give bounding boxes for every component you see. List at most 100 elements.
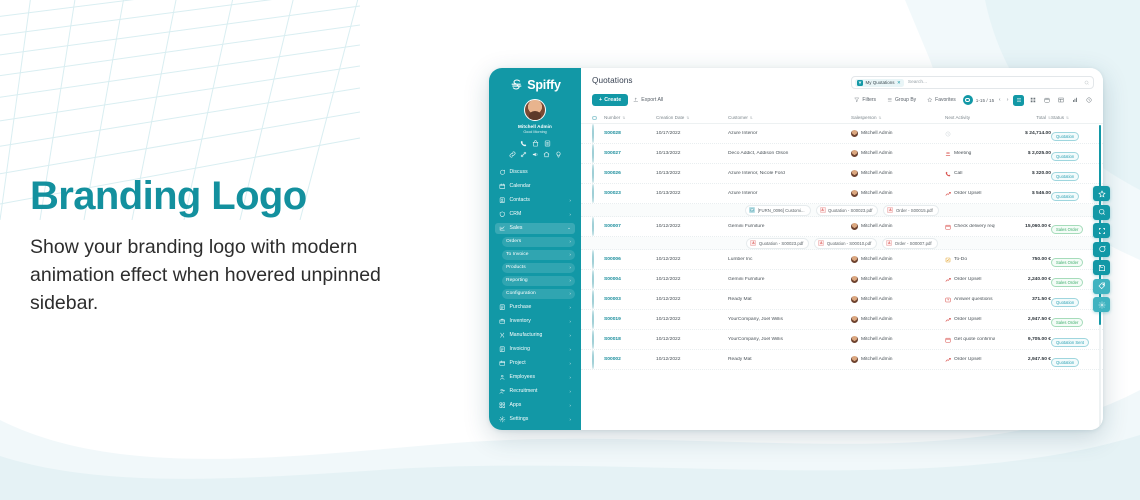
row-checkbox[interactable]	[592, 216, 604, 236]
search-bar[interactable]: My Quotations ✕ Search...	[851, 76, 1094, 89]
pager-prev-button[interactable]: ‹	[998, 97, 1001, 104]
brand-logo[interactable]: Spiffy	[489, 77, 581, 92]
table-row[interactable]: S00007 10/12/2022 Gemini Furniture Mitchell…	[581, 216, 1103, 238]
calculator-icon[interactable]	[544, 140, 551, 147]
sidebar-item-crm[interactable]: CRM ›	[495, 209, 575, 221]
attachment-chip[interactable]: A Quotation - S00023.pdf	[746, 237, 810, 249]
cell-number[interactable]: S00018	[604, 337, 621, 343]
attachment-chip[interactable]: A Order - S00015.pdf	[883, 204, 939, 216]
home-icon[interactable]	[543, 151, 550, 158]
attachment-chip[interactable]: A Quotation - S00010.pdf	[814, 237, 878, 249]
cell-number[interactable]: S00006	[604, 257, 621, 263]
sidebar-item-project[interactable]: Project ›	[495, 358, 575, 370]
close-icon[interactable]: ✕	[897, 79, 901, 85]
row-checkbox[interactable]	[592, 249, 604, 269]
sidebar-item-products[interactable]: Products ›	[502, 262, 575, 274]
table-row[interactable]: S00002 10/12/2022 Ready Mat Mitchell Admin O…	[581, 349, 1103, 371]
cell-number[interactable]: S00002	[604, 357, 621, 363]
search-facet[interactable]: My Quotations ✕	[855, 78, 904, 87]
settings-icon-button[interactable]	[1093, 297, 1110, 312]
column-header-next-activity[interactable]: Next Activity	[945, 115, 971, 121]
chain-icon[interactable]	[520, 151, 527, 158]
row-checkbox[interactable]	[592, 123, 604, 143]
row-checkbox[interactable]	[592, 289, 604, 309]
link-icon[interactable]	[509, 151, 516, 158]
table-row[interactable]: S00006 10/12/2022 Lumber Inc Mitchell Admin…	[581, 249, 1103, 271]
sidebar-item-contacts[interactable]: Contacts ›	[495, 195, 575, 207]
activity-view-icon[interactable]	[1083, 95, 1094, 106]
filters-button[interactable]: Filters	[850, 95, 880, 105]
sidebar-item-discuss[interactable]: Discuss	[495, 167, 575, 179]
sidebar-item-sales[interactable]: Sales ⌄	[495, 222, 575, 235]
cell-number[interactable]: S00023	[604, 191, 621, 197]
table-row[interactable]: S00004 10/12/2022 Gemini Furniture Mitchell…	[581, 269, 1103, 291]
sidebar-item-employees[interactable]: Employees ›	[495, 372, 575, 384]
sidebar-item-recruitment[interactable]: Recruitment ›	[495, 386, 575, 398]
attachment-chip[interactable]: A Order - S00007.pdf	[882, 237, 938, 249]
cell-number[interactable]: S00007	[604, 224, 621, 230]
attachment-chip[interactable]: A Quotation - S00023.pdf	[815, 204, 879, 216]
tag-icon-button[interactable]	[1093, 278, 1110, 294]
column-header-customer[interactable]: Customer ⇅	[728, 115, 753, 121]
search-icon[interactable]	[1084, 80, 1090, 86]
row-checkbox[interactable]	[592, 309, 604, 329]
row-checkbox[interactable]	[592, 143, 604, 163]
megaphone-icon[interactable]	[532, 151, 539, 158]
export-all-button[interactable]: Export All	[633, 97, 663, 103]
sidebar-item-calendar[interactable]: Calendar	[495, 181, 575, 193]
table-row[interactable]: S00003 10/12/2022 Ready Mat Mitchell Admin A…	[581, 289, 1103, 311]
row-checkbox[interactable]	[592, 183, 604, 203]
pivot-view-icon[interactable]	[1055, 95, 1066, 106]
groupby-button[interactable]: Group By	[883, 95, 920, 105]
chat-bubble-icon-button[interactable]	[1093, 241, 1110, 257]
sidebar-item-purchase[interactable]: Purchase ›	[495, 302, 575, 314]
select-all-checkbox[interactable]	[592, 115, 604, 121]
list-view-icon[interactable]	[1013, 94, 1024, 106]
star-icon-button[interactable]	[1093, 186, 1110, 201]
sidebar-item-invoicing[interactable]: Invoicing ›	[495, 344, 575, 356]
sidebar-item-orders[interactable]: Orders ›	[502, 236, 575, 248]
row-checkbox[interactable]	[592, 349, 604, 369]
column-header-total[interactable]: Total ⇅	[1036, 115, 1051, 121]
cell-number[interactable]: S00027	[604, 151, 621, 157]
table-row[interactable]: S00026 10/13/2022 Azure Interior, Nicole F…	[581, 163, 1103, 185]
bulb-icon[interactable]	[555, 151, 562, 158]
save-icon-button[interactable]	[1093, 260, 1110, 275]
sidebar-item-settings[interactable]: Settings ›	[495, 414, 575, 426]
column-header-status[interactable]: Status ⇅	[1051, 115, 1070, 121]
table-row[interactable]: S00018 10/12/2022 YourCompany, Joel Willis…	[581, 329, 1103, 351]
table-row[interactable]: S00028 10/17/2022 Azure Interior Mitchell A…	[581, 123, 1103, 145]
table-row[interactable]: S00027 10/13/2022 Deco Addict, Addison Ols…	[581, 143, 1103, 165]
bag-icon[interactable]	[532, 139, 539, 147]
expand-icon-button[interactable]	[1093, 223, 1110, 238]
attachment-chip[interactable]: [FURN_0096] Customi...	[745, 204, 811, 216]
column-header-salesperson[interactable]: Salesperson ⇅	[851, 115, 882, 121]
sidebar-item-configuration[interactable]: Configuration ›	[502, 288, 575, 300]
user-block[interactable]: Mitchell Admin Good Morning	[489, 99, 581, 134]
calendar-view-icon[interactable]	[1041, 95, 1052, 106]
sidebar-item-reporting[interactable]: Reporting ›	[502, 275, 575, 287]
sidebar-item-manufacturing[interactable]: Manufacturing ›	[495, 330, 575, 342]
cell-number[interactable]: S00019	[604, 317, 621, 323]
sidebar-item-apps[interactable]: Apps ›	[495, 400, 575, 412]
sidebar-item-inventory[interactable]: Inventory ›	[495, 316, 575, 328]
cell-number[interactable]: S00028	[604, 131, 621, 137]
cell-number[interactable]: S00026	[604, 171, 621, 177]
create-button[interactable]: + Create	[592, 94, 629, 107]
row-checkbox[interactable]	[592, 329, 604, 349]
phone-icon[interactable]	[520, 140, 527, 147]
favorites-button[interactable]: Favorites	[923, 95, 960, 105]
column-header-number[interactable]: Number ⇅	[604, 115, 626, 121]
graph-view-icon[interactable]	[1069, 95, 1080, 106]
kanban-view-icon[interactable]	[1027, 95, 1038, 106]
table-row[interactable]: S00023 10/13/2022 Azure Interior Mitchell A…	[581, 183, 1103, 205]
cell-number[interactable]: S00003	[604, 297, 621, 303]
pager-next-button[interactable]: ›	[1006, 97, 1009, 104]
sidebar-item-to-invoice[interactable]: To Invoice ›	[502, 249, 575, 261]
row-checkbox[interactable]	[592, 163, 604, 183]
row-checkbox[interactable]	[592, 269, 604, 289]
search-input[interactable]: Search...	[907, 80, 928, 85]
search-icon-button[interactable]	[1093, 204, 1110, 220]
table-row[interactable]: S00019 10/12/2022 YourCompany, Joel Willis…	[581, 309, 1103, 331]
column-header-creation-date[interactable]: Creation Date ⇅	[656, 115, 690, 121]
